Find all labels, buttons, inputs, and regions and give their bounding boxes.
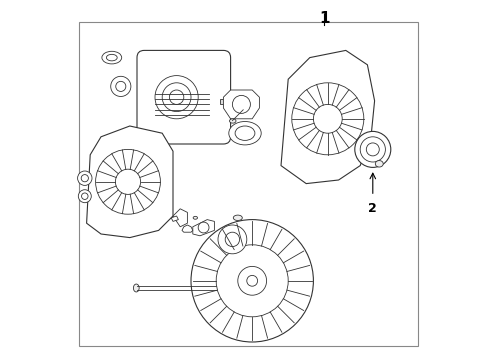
Circle shape (191, 220, 314, 342)
Ellipse shape (235, 126, 255, 140)
Polygon shape (193, 220, 215, 236)
Circle shape (116, 169, 141, 194)
Circle shape (225, 232, 240, 247)
Circle shape (162, 83, 191, 112)
Polygon shape (173, 209, 187, 227)
Circle shape (355, 131, 391, 167)
FancyBboxPatch shape (137, 50, 231, 144)
Circle shape (218, 225, 247, 254)
Ellipse shape (193, 216, 197, 219)
Polygon shape (182, 225, 193, 232)
Polygon shape (87, 126, 173, 238)
Circle shape (81, 193, 88, 199)
Ellipse shape (233, 215, 242, 220)
Circle shape (111, 76, 131, 96)
Text: 2: 2 (368, 202, 377, 215)
Ellipse shape (229, 119, 236, 123)
Circle shape (238, 266, 267, 295)
Circle shape (314, 104, 342, 133)
Polygon shape (171, 216, 178, 221)
Bar (220, 99, 242, 104)
Circle shape (77, 171, 92, 185)
Ellipse shape (106, 54, 117, 61)
Circle shape (96, 149, 160, 214)
Circle shape (232, 95, 250, 113)
Polygon shape (281, 50, 374, 184)
Ellipse shape (133, 284, 139, 292)
Circle shape (81, 175, 88, 182)
Circle shape (116, 81, 126, 91)
Circle shape (78, 190, 91, 203)
Circle shape (155, 76, 198, 119)
Polygon shape (223, 90, 259, 119)
Text: 1: 1 (319, 11, 329, 26)
Circle shape (216, 245, 288, 317)
Ellipse shape (229, 122, 261, 145)
Circle shape (170, 90, 184, 104)
Ellipse shape (102, 51, 122, 64)
Circle shape (247, 275, 258, 286)
Circle shape (360, 137, 386, 162)
Circle shape (198, 222, 209, 233)
Circle shape (292, 83, 364, 155)
Ellipse shape (375, 161, 383, 167)
Circle shape (367, 143, 379, 156)
